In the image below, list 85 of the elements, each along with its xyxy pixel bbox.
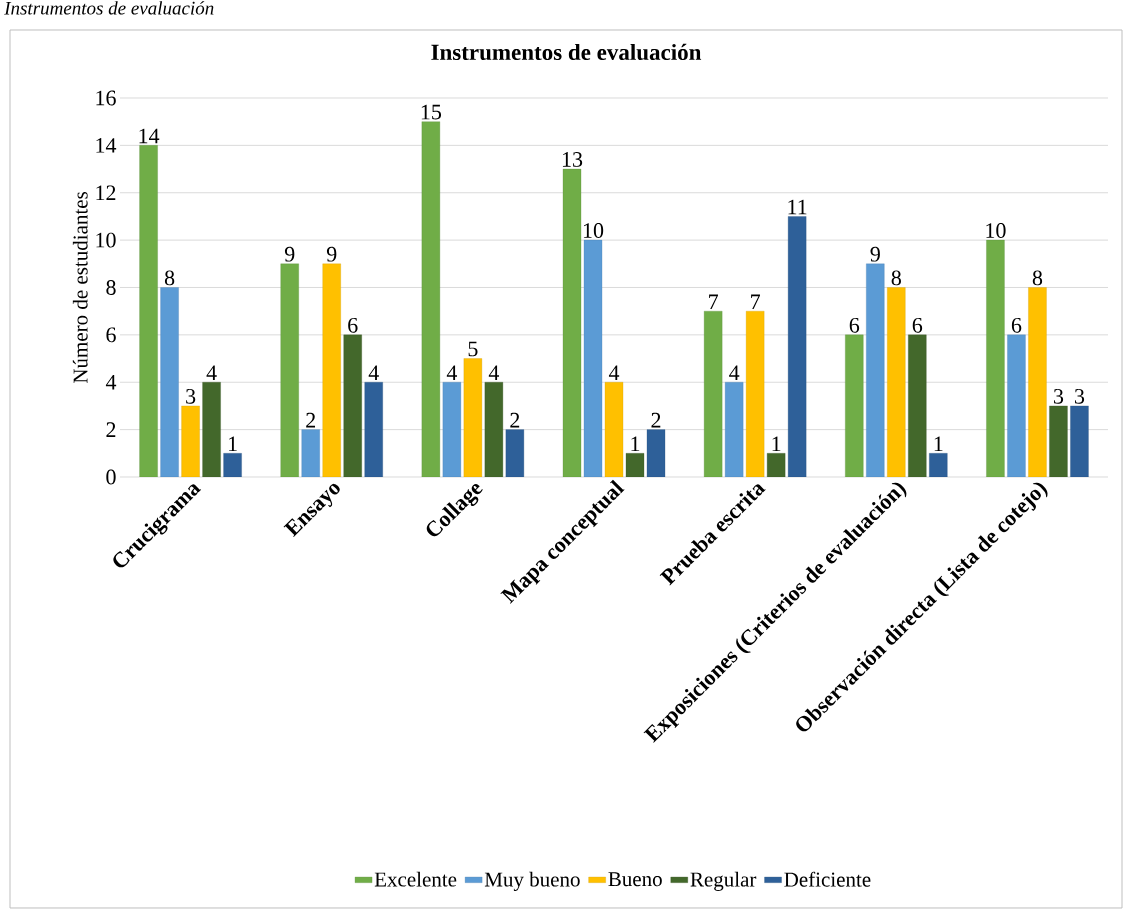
bar <box>908 334 927 477</box>
bar <box>322 263 341 477</box>
chart-title: Instrumentos de evaluación <box>431 43 702 61</box>
y-tick-label: 16 <box>96 90 116 106</box>
data-label: 5 <box>468 341 478 357</box>
y-tick-label: 10 <box>96 232 116 248</box>
y-tick-label: 12 <box>96 185 116 201</box>
data-label: 6 <box>912 317 923 333</box>
bar <box>505 429 525 477</box>
data-label: 4 <box>488 365 500 381</box>
data-label: 6 <box>849 317 860 333</box>
bar <box>562 168 582 477</box>
bar <box>421 121 441 477</box>
text: Instrumentos de evaluación <box>4 1 214 15</box>
bar <box>1028 287 1047 477</box>
data-label: 15 <box>421 104 442 120</box>
data-label: 8 <box>1032 270 1043 286</box>
data-label: 2 <box>306 412 315 428</box>
data-label: 1 <box>229 436 237 452</box>
data-label: 8 <box>891 270 901 286</box>
legend-label: Muy bueno <box>484 871 580 891</box>
bar <box>181 405 200 477</box>
bar <box>986 239 1005 477</box>
bar <box>364 382 383 477</box>
bar <box>202 382 221 477</box>
bar <box>484 382 504 477</box>
data-label: 10 <box>583 223 604 238</box>
y-tick-label: 14 <box>96 138 117 153</box>
bar <box>929 453 948 477</box>
data-label: 2 <box>510 412 520 428</box>
y-tick-label: 8 <box>106 280 116 295</box>
data-label: 4 <box>608 365 620 381</box>
data-label: 1 <box>934 436 943 452</box>
data-label: 8 <box>164 270 175 286</box>
y-tick-label: 2 <box>106 422 116 437</box>
bar <box>625 453 645 477</box>
data-label: 14 <box>139 128 160 144</box>
legend-label: Excelente <box>374 871 457 887</box>
bar <box>845 334 864 477</box>
bar <box>704 311 723 477</box>
bar <box>788 216 807 477</box>
data-label: 10 <box>986 223 1006 238</box>
bar <box>887 287 906 477</box>
legend-label: Bueno <box>608 872 662 887</box>
bar <box>646 429 666 477</box>
bar <box>280 263 299 477</box>
data-label: 11 <box>788 199 807 215</box>
bar <box>725 382 744 477</box>
data-label: 9 <box>284 246 295 262</box>
y-tick-label: 4 <box>105 374 117 390</box>
data-label: 9 <box>326 246 337 262</box>
bar <box>1007 334 1026 477</box>
bar <box>746 311 765 477</box>
data-label: 6 <box>1011 317 1022 333</box>
data-label: 7 <box>709 294 719 309</box>
data-label: 3 <box>186 388 196 404</box>
bar <box>301 429 320 477</box>
y-axis-title: Número de estudiantes <box>72 192 88 384</box>
data-label: 4 <box>729 365 740 381</box>
data-label: 1 <box>772 436 781 452</box>
bar <box>767 453 786 477</box>
bar <box>604 382 624 477</box>
data-label: 4 <box>368 365 379 381</box>
bar <box>866 263 885 477</box>
bar <box>343 334 362 477</box>
data-label: 4 <box>446 365 458 381</box>
bar <box>139 145 158 477</box>
bar <box>160 287 179 477</box>
bar <box>223 453 242 477</box>
bar <box>463 358 483 477</box>
legend-label: Deficiente <box>784 871 871 887</box>
legend-label: Regular <box>690 871 757 891</box>
y-tick-label: 6 <box>106 327 116 343</box>
data-label: 3 <box>1074 388 1085 404</box>
data-label: 6 <box>348 317 358 333</box>
data-label: 13 <box>562 152 583 167</box>
data-label: 2 <box>651 412 661 428</box>
y-tick-label: 0 <box>106 469 116 485</box>
bar <box>1049 405 1068 477</box>
data-label: 3 <box>1053 388 1064 404</box>
bar <box>1070 405 1089 477</box>
data-label: 4 <box>206 365 217 381</box>
data-label: 1 <box>631 436 640 452</box>
data-label: 9 <box>870 246 880 262</box>
data-label: 7 <box>751 294 761 309</box>
